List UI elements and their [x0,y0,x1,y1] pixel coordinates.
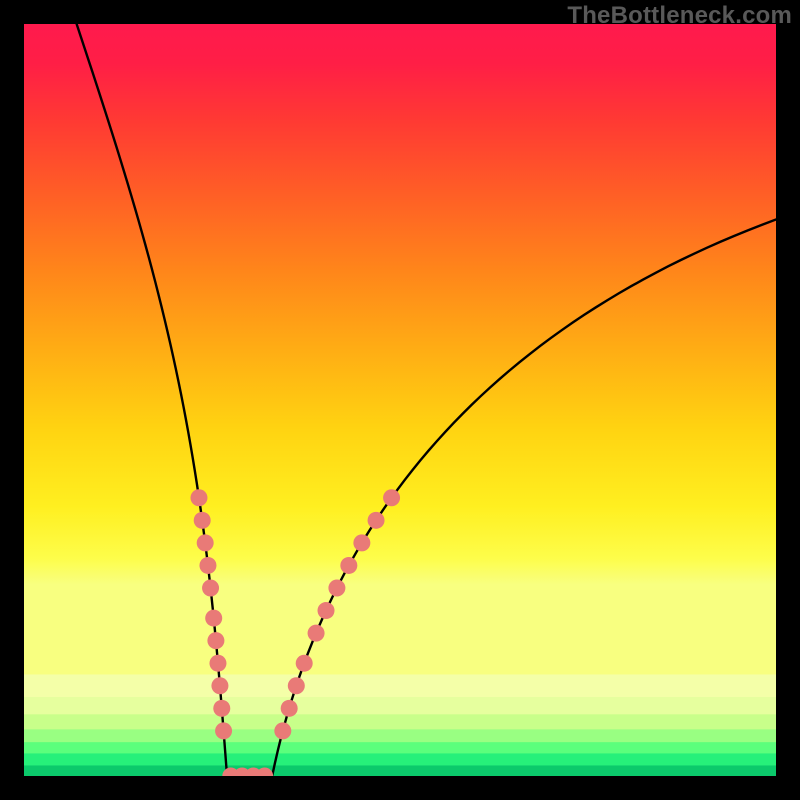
bottleneck-curve-chart [24,24,776,776]
chart-frame: TheBottleneck.com [0,0,800,800]
